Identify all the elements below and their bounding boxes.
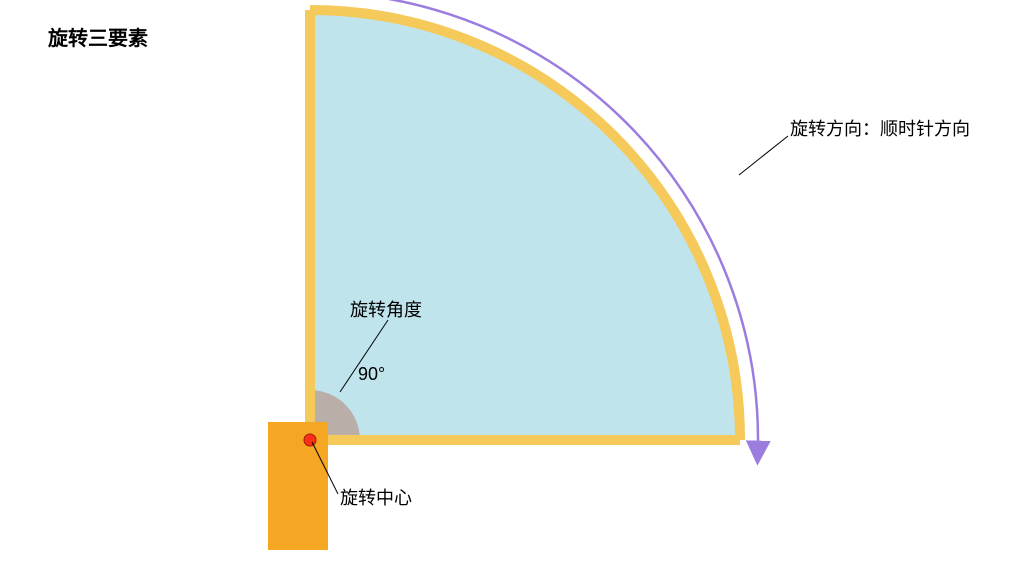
angle-value-label: 90°	[358, 364, 385, 385]
center-name-label: 旋转中心	[340, 484, 412, 510]
pivot-dot	[304, 434, 316, 446]
direction-leader	[739, 136, 788, 175]
base-block	[268, 422, 328, 550]
angle-name-label: 旋转角度	[350, 296, 422, 322]
direction-label: 旋转方向：顺时针方向	[790, 115, 970, 141]
diagram-svg	[0, 0, 1024, 576]
